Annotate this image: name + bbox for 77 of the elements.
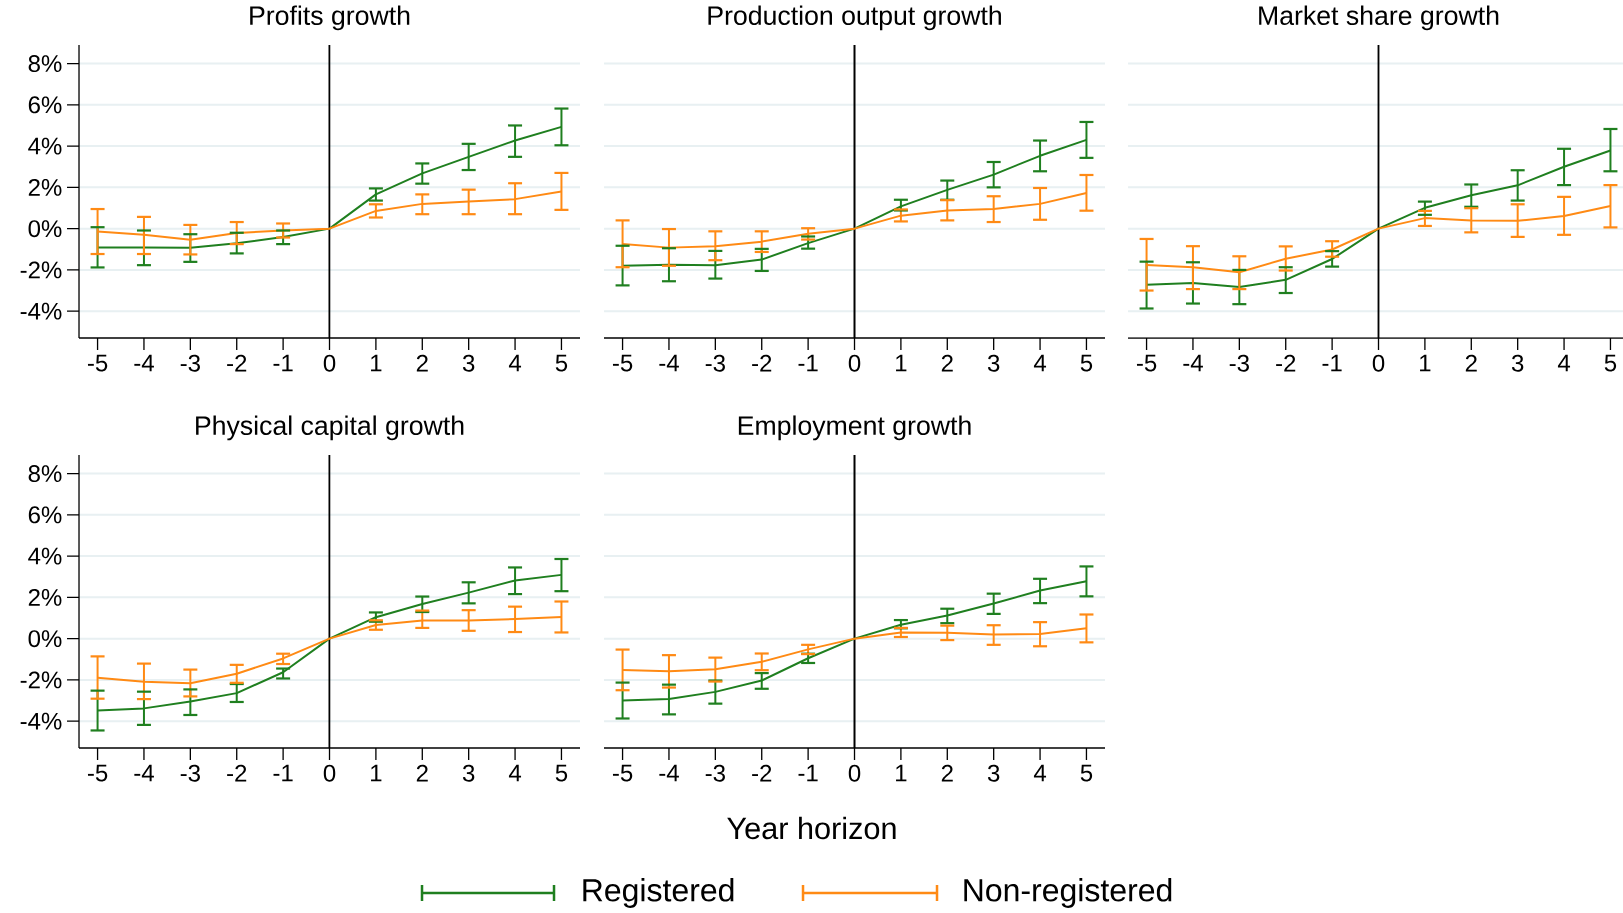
x-tick-label: -5	[1136, 354, 1157, 372]
x-tick-label: 5	[1080, 354, 1093, 372]
x-tick-label: -1	[1322, 354, 1342, 372]
x-tick-label: -2	[752, 354, 772, 372]
x-tick-label: -3	[705, 764, 725, 782]
x-tick-label: -3	[705, 354, 725, 372]
y-tick-label: -2%	[20, 261, 62, 279]
x-tick-label: -2	[227, 354, 247, 372]
y-tick-label: -2%	[20, 671, 62, 689]
y-tick-label: 8%	[28, 465, 62, 483]
chart-title: Employment growth	[738, 415, 971, 441]
x-axis-title: Year horizon	[727, 816, 896, 840]
chart-title: Market share growth	[1259, 5, 1499, 31]
x-tick-label: 3	[1511, 354, 1524, 372]
x-tick-label: 4	[1033, 354, 1047, 372]
legend-label: Registered	[583, 878, 734, 908]
x-tick-label: 1	[371, 354, 382, 372]
x-tick-label: -4	[134, 764, 154, 782]
x-tick-label: 4	[508, 354, 522, 372]
x-tick-label: -1	[798, 764, 818, 782]
x-tick-label: 0	[1372, 354, 1385, 372]
x-tick-label: 2	[1465, 354, 1477, 372]
x-tick-label: 3	[462, 764, 475, 782]
x-tick-label: 5	[555, 354, 568, 372]
x-tick-label: 0	[848, 354, 861, 372]
x-tick-label: 3	[987, 354, 1000, 372]
x-tick-label: -1	[273, 354, 293, 372]
x-tick-label: -3	[180, 354, 200, 372]
x-tick-label: 1	[896, 354, 907, 372]
x-tick-label: -1	[273, 764, 293, 782]
x-tick-label: -4	[659, 354, 679, 372]
x-tick-label: -5	[612, 354, 633, 372]
x-tick-label: 0	[323, 354, 336, 372]
x-tick-label: 2	[416, 764, 428, 782]
x-tick-label: -1	[798, 354, 818, 372]
chart-title: Profits growth	[250, 5, 410, 31]
x-tick-label: 1	[371, 764, 382, 782]
x-tick-label: -2	[227, 764, 247, 782]
x-tick-label: -4	[1183, 354, 1203, 372]
x-tick-label: 2	[416, 354, 428, 372]
y-tick-label: 4%	[28, 547, 62, 565]
x-tick-label: 3	[987, 764, 1000, 782]
chart-title: Physical capital growth	[196, 415, 464, 441]
x-tick-label: 2	[941, 764, 953, 782]
y-tick-label: 0%	[28, 220, 62, 238]
y-tick-label: 2%	[28, 588, 62, 606]
y-tick-label: -4%	[20, 302, 62, 320]
x-tick-label: -4	[659, 764, 679, 782]
x-tick-label: -5	[612, 764, 633, 782]
x-tick-label: 1	[1420, 354, 1431, 372]
x-tick-label: 5	[1080, 764, 1093, 782]
x-tick-label: 2	[941, 354, 953, 372]
x-tick-label: 5	[555, 764, 568, 782]
x-tick-label: 0	[323, 764, 336, 782]
x-tick-label: -2	[752, 764, 772, 782]
x-tick-label: 0	[848, 764, 861, 782]
legend-label: Non-registered	[964, 878, 1172, 908]
y-tick-label: 6%	[28, 96, 62, 114]
chart-title: Production output growth	[708, 5, 1001, 31]
y-tick-label: -4%	[20, 712, 62, 730]
y-tick-label: 2%	[28, 178, 62, 196]
x-tick-label: 3	[462, 354, 475, 372]
x-tick-label: 1	[896, 764, 907, 782]
x-tick-label: -2	[1276, 354, 1296, 372]
y-tick-label: 0%	[28, 630, 62, 648]
x-tick-label: -5	[87, 354, 108, 372]
x-tick-label: -5	[87, 764, 108, 782]
y-tick-label: 4%	[28, 137, 62, 155]
x-tick-label: 5	[1604, 354, 1617, 372]
y-tick-label: 6%	[28, 506, 62, 524]
y-tick-label: 8%	[28, 55, 62, 73]
x-tick-label: -4	[134, 354, 154, 372]
x-tick-label: -3	[180, 764, 200, 782]
x-tick-label: 4	[508, 764, 522, 782]
x-tick-label: 4	[1033, 764, 1047, 782]
x-tick-label: 4	[1557, 354, 1571, 372]
x-tick-label: -3	[1229, 354, 1249, 372]
